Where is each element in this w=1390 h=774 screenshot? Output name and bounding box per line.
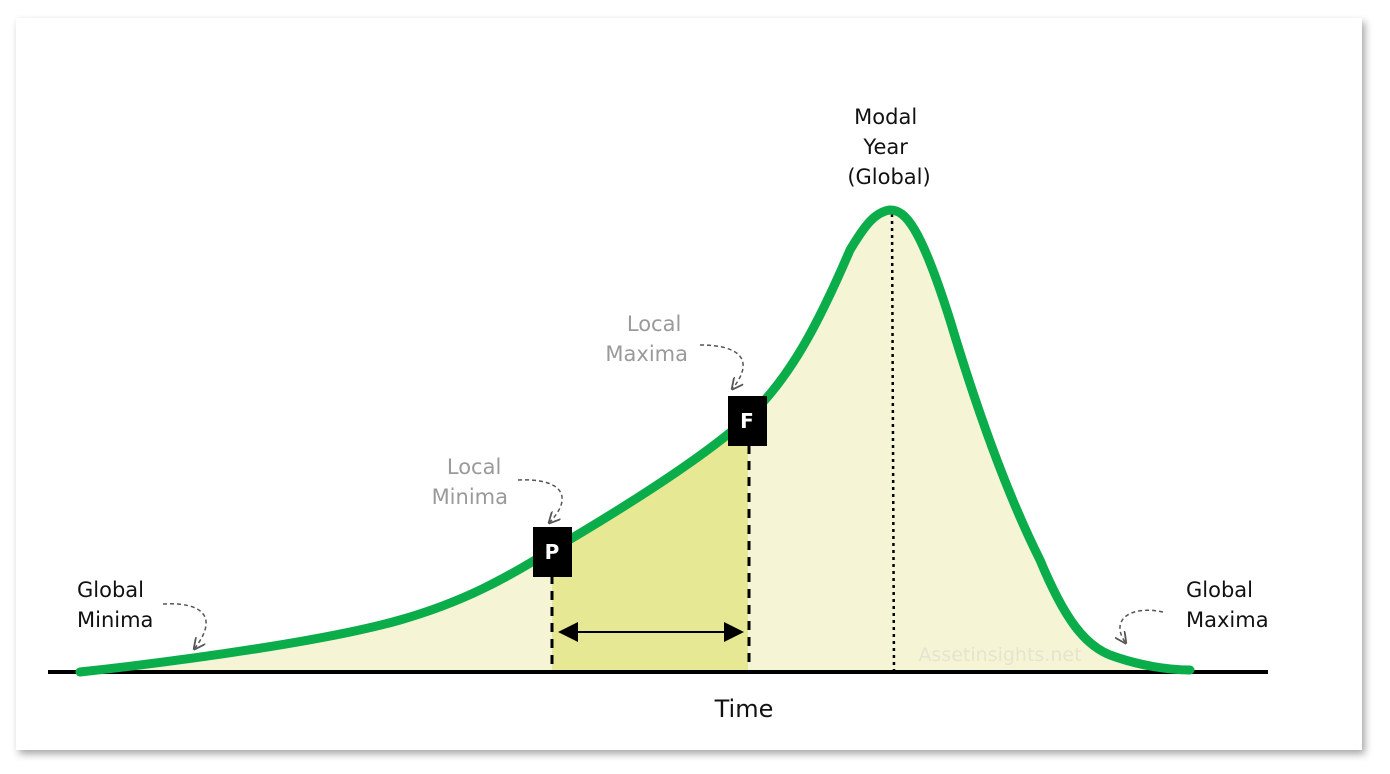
p-label: P (545, 540, 560, 564)
pointer-arrows (162, 344, 1164, 648)
global-maxima-label: Global Maxima (1186, 578, 1269, 632)
f-box (728, 396, 767, 446)
modal-label: Modal Year (Global) (847, 105, 930, 189)
global-minima-label: Global Minima (77, 578, 153, 632)
curve (75, 205, 1195, 677)
watermark: Assetinsights.net (918, 644, 1081, 666)
p-box (533, 527, 572, 577)
axis-label: Time (714, 695, 774, 723)
f-label: F (740, 409, 754, 433)
local-minima-label: Local Minima (432, 455, 508, 509)
local-maxima-label: Local Maxima (605, 312, 688, 366)
